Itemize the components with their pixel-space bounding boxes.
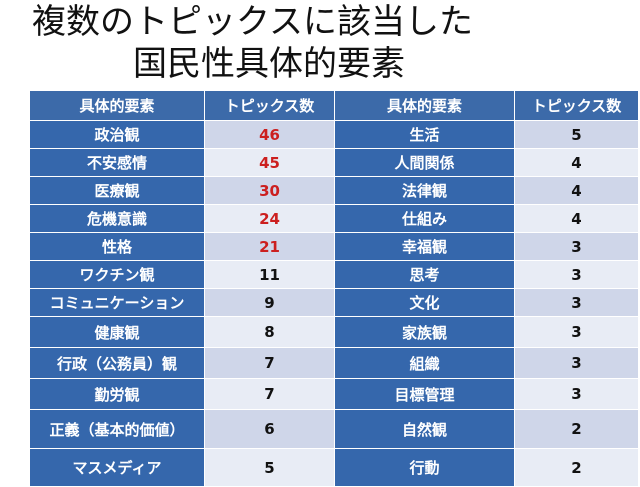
count-left-cell: 8 [204, 316, 335, 348]
count-right-cell: 4 [514, 176, 639, 205]
element-right-cell: 人間関係 [334, 148, 515, 177]
table-row: 行政（公務員）観 7 組織 3 [29, 347, 639, 379]
count-right-cell: 5 [514, 120, 639, 149]
element-left-cell: 危機意識 [29, 204, 205, 233]
table-row: マスメディア 5 行動 2 [29, 448, 639, 487]
element-left-cell: 健康観 [29, 316, 205, 348]
table-row: 正義（基本的価値） 6 自然観 2 [29, 409, 639, 449]
element-right-cell: 家族観 [334, 316, 515, 348]
element-left-cell: 不安感情 [29, 148, 205, 177]
header-count-right: トピックス数 [514, 90, 639, 121]
element-right-cell: 思考 [334, 260, 515, 289]
element-left-cell: 医療観 [29, 176, 205, 205]
count-left-cell: 11 [204, 260, 335, 289]
count-right-cell: 3 [514, 378, 639, 410]
element-left-cell: 勤労観 [29, 378, 205, 410]
count-left-cell: 21 [204, 232, 335, 261]
table-row: 危機意識 24 仕組み 4 [29, 204, 639, 233]
count-left-cell: 46 [204, 120, 335, 149]
slide-title: 複数のトピックスに該当した 国民性具体的要素 [0, 0, 640, 88]
element-left-cell: ワクチン観 [29, 260, 205, 289]
count-left-cell: 7 [204, 347, 335, 379]
count-right-cell: 3 [514, 347, 639, 379]
table-row: ワクチン観 11 思考 3 [29, 260, 639, 289]
count-right-cell: 2 [514, 448, 639, 487]
count-right-cell: 3 [514, 232, 639, 261]
count-right-cell: 3 [514, 316, 639, 348]
element-left-cell: コミュニケーション [29, 288, 205, 317]
element-left-cell: マスメディア [29, 448, 205, 487]
element-right-cell: 仕組み [334, 204, 515, 233]
element-left-cell: 正義（基本的価値） [29, 409, 205, 449]
table-row: 政治観 46 生活 5 [29, 120, 639, 149]
element-right-cell: 文化 [334, 288, 515, 317]
element-right-cell: 組織 [334, 347, 515, 379]
topic-count-table: 具体的要素 トピックス数 具体的要素 トピックス数 政治観 46 生活 5 不安感情 45… [29, 90, 639, 487]
count-left-cell: 45 [204, 148, 335, 177]
element-right-cell: 生活 [334, 120, 515, 149]
table-row: 医療観 30 法律観 4 [29, 176, 639, 205]
count-right-cell: 4 [514, 148, 639, 177]
table-body: 政治観 46 生活 5 不安感情 45 人間関係 4 医療観 30 法律観 4 危機意識 24 仕組み 4 性格… [29, 120, 639, 487]
header-row: 具体的要素 トピックス数 具体的要素 トピックス数 [29, 90, 639, 121]
count-right-cell: 2 [514, 409, 639, 449]
element-right-cell: 行動 [334, 448, 515, 487]
table-row: 健康観 8 家族観 3 [29, 316, 639, 348]
count-left-cell: 9 [204, 288, 335, 317]
table-row: 性格 21 幸福観 3 [29, 232, 639, 261]
count-right-cell: 3 [514, 260, 639, 289]
table-row: 勤労観 7 目標管理 3 [29, 378, 639, 410]
count-left-cell: 30 [204, 176, 335, 205]
table-row: コミュニケーション 9 文化 3 [29, 288, 639, 317]
element-right-cell: 法律観 [334, 176, 515, 205]
count-right-cell: 4 [514, 204, 639, 233]
count-left-cell: 5 [204, 448, 335, 487]
element-left-cell: 政治観 [29, 120, 205, 149]
count-left-cell: 7 [204, 378, 335, 410]
header-count-left: トピックス数 [204, 90, 335, 121]
element-right-cell: 目標管理 [334, 378, 515, 410]
header-element-right: 具体的要素 [334, 90, 515, 121]
element-left-cell: 行政（公務員）観 [29, 347, 205, 379]
element-right-cell: 自然観 [334, 409, 515, 449]
table-row: 不安感情 45 人間関係 4 [29, 148, 639, 177]
element-left-cell: 性格 [29, 232, 205, 261]
title-line-1: 複数のトピックスに該当した [32, 2, 473, 42]
count-right-cell: 3 [514, 288, 639, 317]
table-header: 具体的要素 トピックス数 具体的要素 トピックス数 [29, 90, 639, 121]
header-element-left: 具体的要素 [29, 90, 205, 121]
element-right-cell: 幸福観 [334, 232, 515, 261]
title-line-2: 国民性具体的要素 [133, 44, 405, 84]
count-left-cell: 24 [204, 204, 335, 233]
count-left-cell: 6 [204, 409, 335, 449]
